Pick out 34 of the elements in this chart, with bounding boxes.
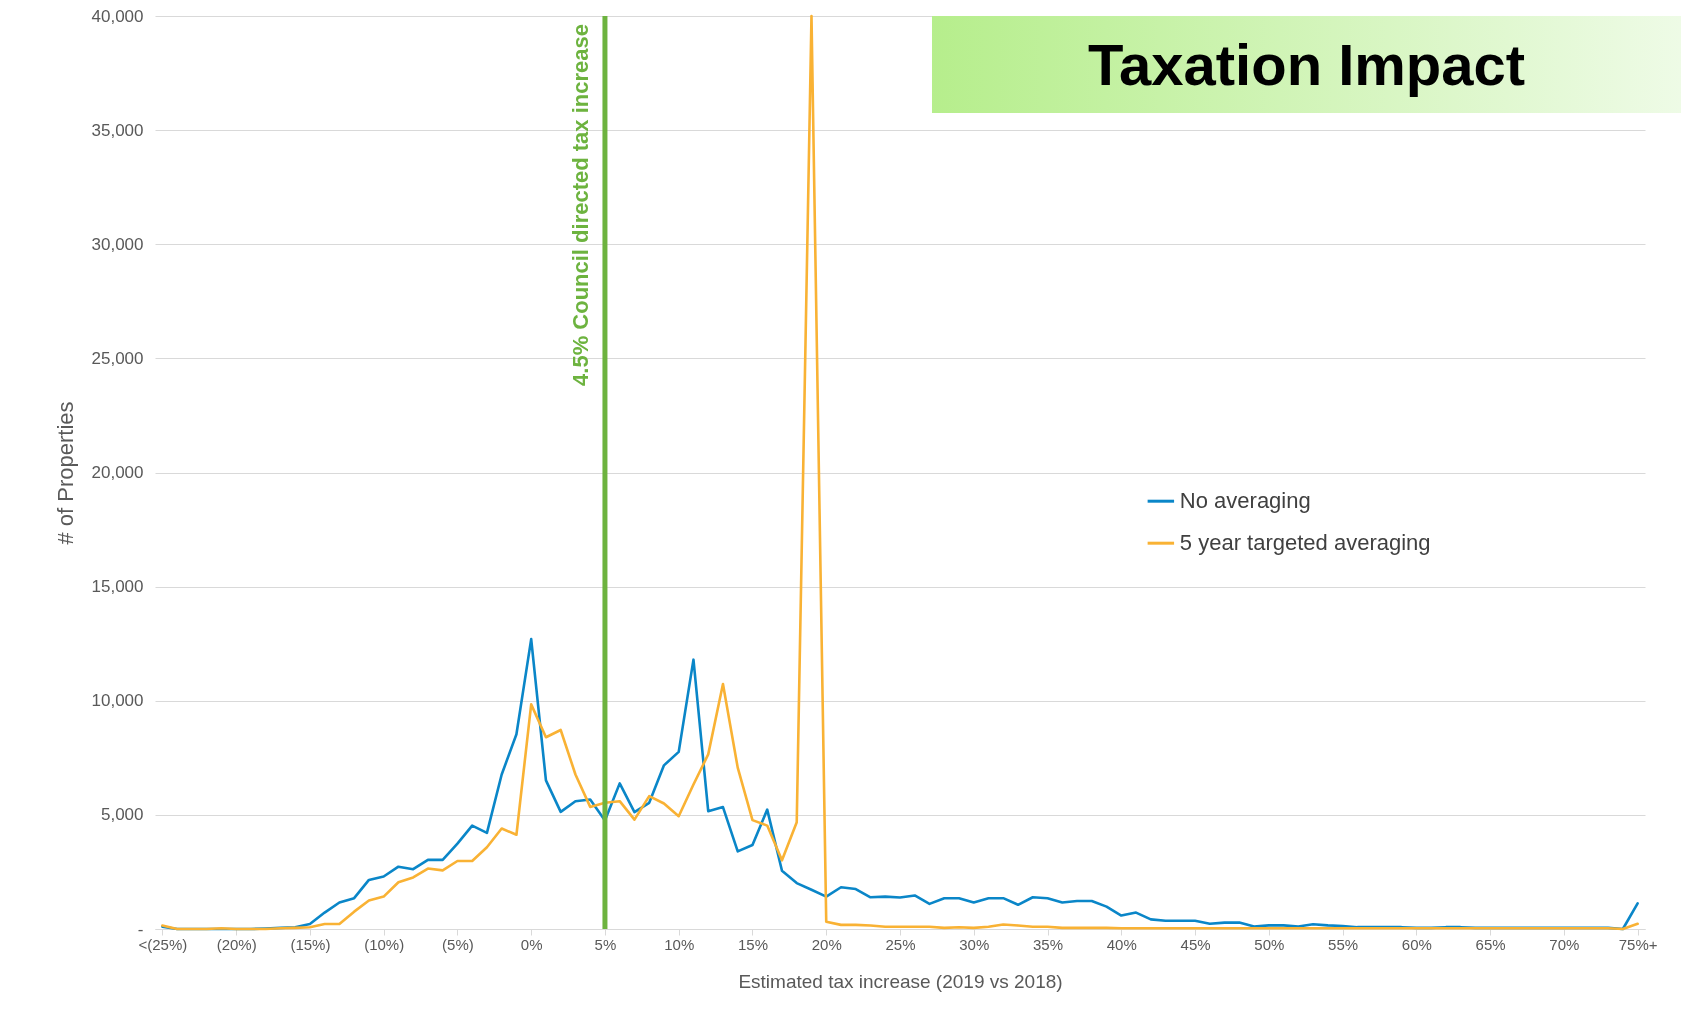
x-tick-label: 65% xyxy=(1475,935,1506,953)
legend-label: No averaging xyxy=(1179,488,1311,514)
x-tick-label: (15%) xyxy=(290,935,331,953)
y-axis-title: # of Properties xyxy=(52,401,78,545)
x-tick-label: 40% xyxy=(1106,935,1137,953)
x-axis-title: Estimated tax increase (2019 vs 2018) xyxy=(738,970,1063,992)
x-tick-label: 45% xyxy=(1180,935,1211,953)
y-tick-label: 10,000 xyxy=(91,691,144,711)
x-tick-label: 75%+ xyxy=(1618,935,1658,953)
x-tick-label: (20%) xyxy=(216,935,257,953)
x-tick-label: 55% xyxy=(1328,935,1359,953)
x-tick-label: 70% xyxy=(1549,935,1580,953)
x-tick-label: 35% xyxy=(1033,935,1064,953)
x-tick-label: (5%) xyxy=(442,935,474,953)
legend-label: 5 year targeted averaging xyxy=(1179,530,1431,556)
y-tick-label: 25,000 xyxy=(91,348,144,368)
x-tick-label: 30% xyxy=(959,935,990,953)
y-tick-label: 20,000 xyxy=(91,463,144,482)
x-tick-label: (10%) xyxy=(364,935,405,953)
x-tick-label: 5% xyxy=(594,935,617,953)
x-tick-label: 10% xyxy=(664,935,695,953)
y-tick-label: 15,000 xyxy=(91,577,144,597)
x-tick-label: 25% xyxy=(885,935,916,953)
x-tick-label: 0% xyxy=(520,935,543,953)
y-tick-label: 40,000 xyxy=(91,6,144,26)
ref-line-label: 4.5% Council directed tax increase xyxy=(567,24,593,386)
x-tick-label: 20% xyxy=(811,935,842,953)
y-tick-label: 30,000 xyxy=(91,234,144,254)
y-tick-label: 5,000 xyxy=(100,805,144,825)
x-tick-label: 60% xyxy=(1401,935,1432,953)
x-tick-label: 50% xyxy=(1254,935,1285,953)
y-tick-label: 35,000 xyxy=(91,120,144,140)
line-series xyxy=(161,14,1639,931)
x-tick-label: 15% xyxy=(737,935,768,953)
